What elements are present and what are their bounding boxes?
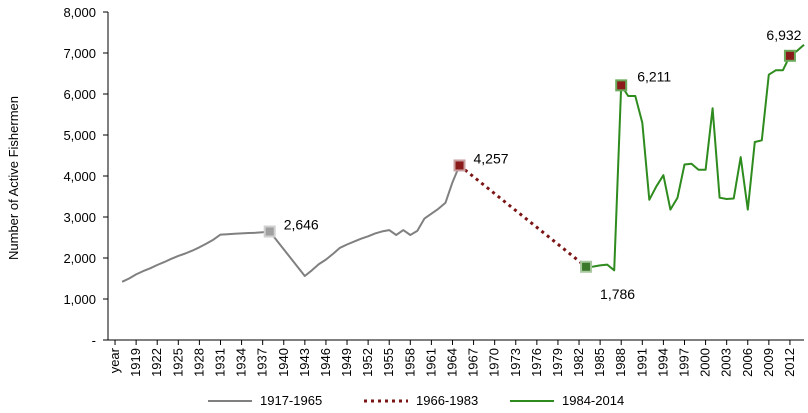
x-axis: year 1919 1922 1925 1928 1931 1934 1937 1940 1943… [107,339,804,377]
x-tick-label: 1922 [149,348,164,377]
x-tick-label: year [107,347,122,373]
x-tick-label: 2003 [719,348,734,377]
x-tick-label: 1988 [613,348,628,377]
y-axis-title: Number of Active Fishermen [6,96,21,260]
y-tick-label: 4,000 [63,169,96,184]
data-marker [582,262,591,271]
x-tick-label: 1940 [276,348,291,377]
series-line-1917-1965 [121,165,461,283]
x-tick-label: 1991 [634,348,649,377]
x-tick-label: 1937 [255,348,270,377]
x-tick-label: 1982 [571,348,586,377]
data-marker [617,81,626,90]
data-label: 1,786 [600,286,635,302]
y-tick-label: 6,000 [63,87,96,102]
x-tick-label: 1943 [297,348,312,377]
x-tick-label: 1949 [339,348,354,377]
y-tick-label: 5,000 [63,128,96,143]
series-line-1984-2014 [586,44,805,272]
legend-label: 1984-2014 [562,393,624,408]
x-tick-label: 1979 [550,348,565,377]
series-line-1966-1983 [458,164,588,268]
data-label: 2,646 [284,217,319,233]
x-tick-label: 1919 [128,348,143,377]
x-tick-label: 1934 [234,348,249,377]
x-tick-label: 1973 [508,348,523,377]
data-label: 6,932 [766,27,801,43]
x-tick-label: 1997 [676,348,691,377]
legend: 1917-1965 1966-1983 1984-2014 [208,393,624,408]
data-marker [455,161,464,170]
x-tick-label: 1976 [529,348,544,377]
x-tick-label: 2009 [761,348,776,377]
x-tick-label: 1925 [170,348,185,377]
x-tick-label: 2000 [698,348,713,377]
x-tick-label: 1964 [444,348,459,377]
data-marker [785,51,794,60]
data-label: 4,257 [474,150,509,166]
x-tick-label: 2012 [782,348,797,377]
x-tick-label: 1985 [592,348,607,377]
data-markers [263,49,796,273]
data-label: 6,211 [637,68,671,84]
y-tick-label: - [92,333,96,348]
x-tick-label: 1961 [423,348,438,377]
x-tick-label: 1958 [402,348,417,377]
data-marker [265,227,274,236]
y-tick-label: 3,000 [63,210,96,225]
data-annotations: 2,646 4,257 1,786 6,211 6,932 [284,27,802,302]
legend-label: 1966-1983 [416,393,478,408]
x-tick-label: 1931 [212,348,227,377]
legend-label: 1917-1965 [260,393,322,408]
x-tick-label: 1952 [360,348,375,377]
x-tick-label: 1967 [466,348,481,377]
y-tick-label: 2,000 [63,251,96,266]
y-axis: - 1,000 2,000 3,000 4,000 5,000 6,000 7,000 8,00… [63,5,109,348]
x-tick-label: 2006 [740,348,755,377]
y-tick-label: 7,000 [63,46,96,61]
y-tick-label: 1,000 [63,292,96,307]
x-tick-label: 1946 [318,348,333,377]
x-tick-label: 1970 [487,348,502,377]
x-tick-label: 1955 [381,348,396,377]
y-tick-label: 8,000 [63,5,96,20]
x-tick-label: 1994 [655,348,670,377]
x-tick-label: 1928 [191,348,206,377]
